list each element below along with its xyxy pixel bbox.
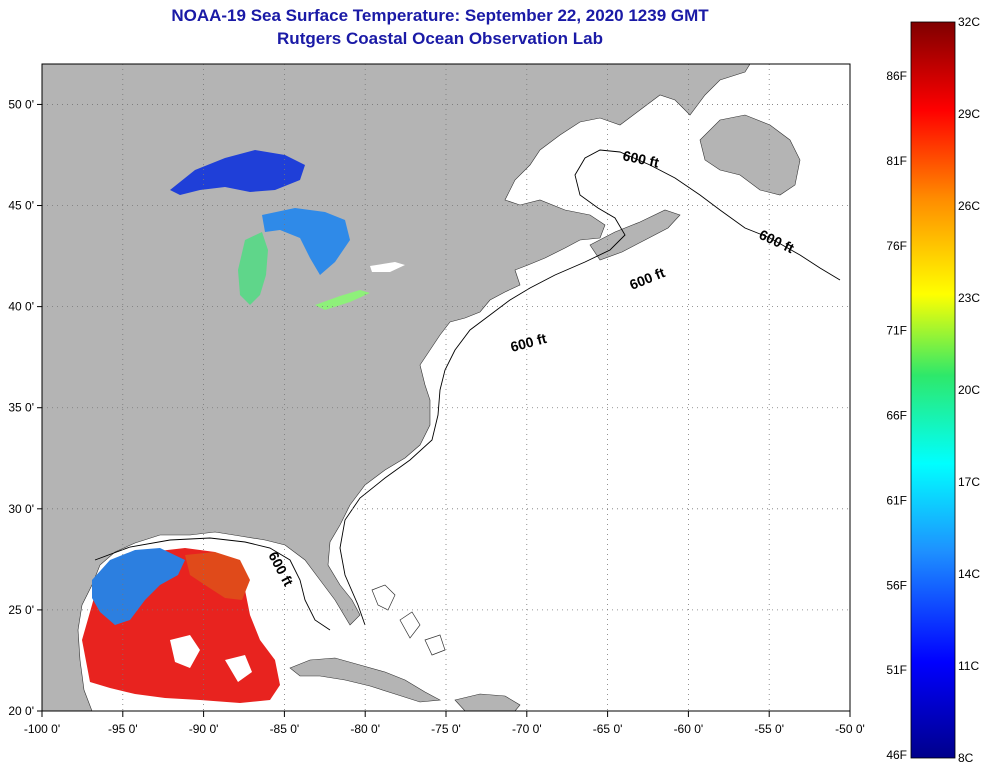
x-tick-label: -70 0' <box>512 722 542 736</box>
isobath-label-1: 600 ft <box>621 147 660 170</box>
x-tick-label: -60 0' <box>674 722 704 736</box>
colorbar-fahrenheit-label: 71F <box>886 324 907 338</box>
x-tick-label: -80 0' <box>350 722 380 736</box>
isobath-600ft <box>339 149 841 626</box>
x-tick-label: -100 0' <box>24 722 60 736</box>
y-tick-label: 50 0' <box>8 97 34 111</box>
x-tick-label: -90 0' <box>189 722 219 736</box>
colorbar-fahrenheit-label: 46F <box>886 748 907 762</box>
lake-erie <box>315 290 370 310</box>
x-tick-label: -55 0' <box>754 722 784 736</box>
map-frame <box>41 63 851 712</box>
y-tick-label: 30 0' <box>8 502 34 516</box>
colorbar-fahrenheit-label: 81F <box>886 154 907 168</box>
colorbar-fahrenheit-label: 51F <box>886 663 907 677</box>
y-tick-label: 20 0' <box>8 704 34 718</box>
colorbar <box>910 21 956 759</box>
y-tick-label: 25 0' <box>8 603 34 617</box>
colorbar-celsius-label: 32C <box>958 15 980 29</box>
colorbar-celsius-label: 8C <box>958 751 974 765</box>
colorbar-celsius-label: 11C <box>958 659 979 673</box>
colorbar-celsius-label: 17C <box>958 475 980 489</box>
y-tick-label: 40 0' <box>8 300 34 314</box>
y-tick-label: 35 0' <box>8 401 34 415</box>
colorbar-fahrenheit-label: 56F <box>886 578 907 592</box>
colorbar-labels: 32C 29C 26C 23C 20C 17C 14C 11C 8C 86F 81F 76F 71F 66… <box>886 15 980 765</box>
x-tick-label: -65 0' <box>593 722 623 736</box>
x-tick-label: -50 0' <box>835 722 865 736</box>
gulf-warm-east <box>185 552 250 600</box>
chart-title: NOAA-19 Sea Surface Temperature: Septemb… <box>171 6 709 25</box>
colorbar-celsius-label: 20C <box>958 383 980 397</box>
x-tick-label: -75 0' <box>431 722 461 736</box>
colorbar-celsius-label: 23C <box>958 291 980 305</box>
lake-superior <box>170 150 305 195</box>
x-tick-label: -95 0' <box>108 722 138 736</box>
chart-subtitle: Rutgers Coastal Ocean Observation Lab <box>277 29 603 48</box>
colorbar-fahrenheit-label: 61F <box>886 493 907 507</box>
lake-michigan <box>238 232 268 305</box>
land-newfoundland <box>699 114 801 196</box>
cloud-gap <box>170 635 252 682</box>
y-tick-label: 45 0' <box>8 199 34 213</box>
colorbar-fahrenheit-label: 66F <box>886 409 907 423</box>
colorbar-fahrenheit-label: 76F <box>886 239 907 253</box>
land-cuba <box>289 657 442 703</box>
colorbar-celsius-label: 14C <box>958 567 980 581</box>
land-bahamas <box>371 584 446 656</box>
isobath-600ft-gulf <box>94 537 331 631</box>
x-tick-label: -85 0' <box>270 722 300 736</box>
colorbar-fahrenheit-label: 86F <box>886 69 907 83</box>
land-north-america <box>42 64 751 711</box>
colorbar-celsius-label: 29C <box>958 107 980 121</box>
graticule: -100 0' -95 0' -90 0' -85 0' -80 0' -75 0' -70… <box>8 64 865 736</box>
colorbar-celsius-label: 26C <box>958 199 980 213</box>
lake-ontario <box>370 262 405 272</box>
gulf-cool-nearshore <box>92 548 185 625</box>
land-hispaniola <box>454 693 521 711</box>
